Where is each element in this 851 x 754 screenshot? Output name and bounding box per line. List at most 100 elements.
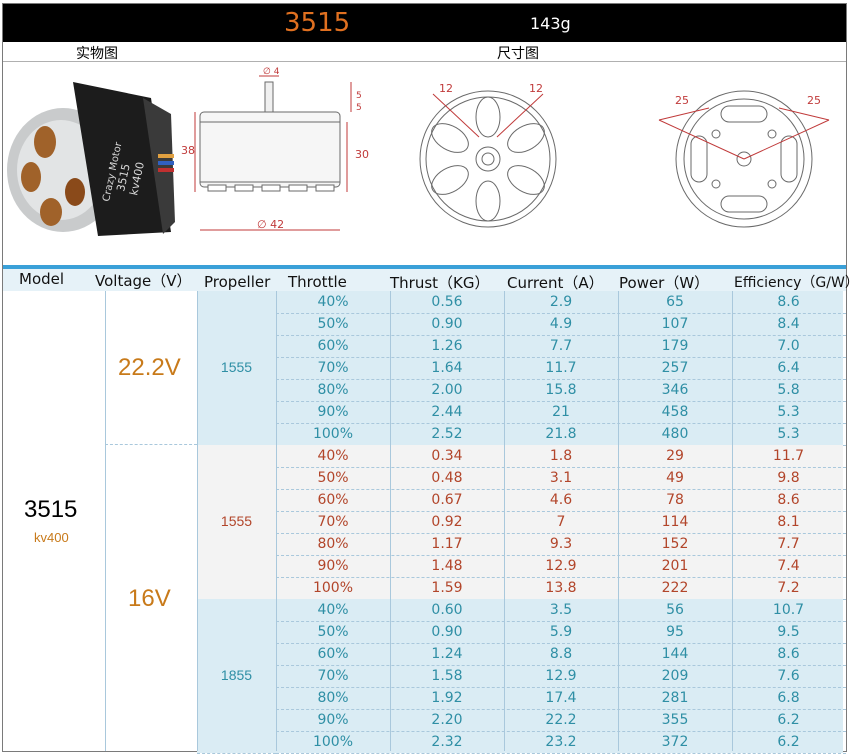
table-cell: 1.48: [431, 558, 463, 574]
table-cell: 13.8: [545, 580, 577, 596]
col-header-voltage: Voltage（V）: [95, 272, 192, 290]
voltage-label: 22.2V: [118, 354, 181, 381]
table-cell: 0.90: [431, 316, 463, 332]
column-divider: [618, 291, 619, 751]
row-divider: [276, 313, 846, 314]
dim-top-a: 5: [356, 91, 362, 101]
table-cell: 8.6: [777, 492, 800, 508]
table-cell: 6.2: [777, 712, 800, 728]
table-cell: 222: [661, 580, 689, 596]
table-cell: 152: [661, 536, 689, 552]
table-cell: 7.2: [777, 580, 800, 596]
table-cell: 355: [661, 712, 689, 728]
front-view-drawing: [419, 90, 557, 228]
table-cell: 40%: [317, 294, 349, 310]
dim-diameter: ∅ 42: [257, 218, 284, 231]
table-cell: 372: [661, 734, 689, 750]
table-cell: 257: [661, 360, 689, 376]
column-divider: [504, 291, 505, 751]
row-divider: [276, 709, 846, 710]
dim-back-b: 25: [807, 94, 821, 107]
row-divider: [276, 665, 846, 666]
row-divider: [276, 357, 846, 358]
row-divider: [276, 511, 846, 512]
table-cell: 480: [661, 426, 689, 442]
table-cell: 15.8: [545, 382, 577, 398]
side-view-drawing: [194, 75, 352, 231]
table-cell: 1.59: [431, 580, 463, 596]
table-cell: 70%: [317, 360, 349, 376]
dim-back-a: 25: [675, 94, 689, 107]
table-cell: 40%: [317, 602, 349, 618]
table-header-band: [3, 269, 846, 291]
table-cell: 5.8: [777, 382, 800, 398]
table-cell: 21: [552, 404, 570, 420]
motor-photo: Crazy Motor 3515 kv400: [7, 82, 175, 236]
table-cell: 70%: [317, 514, 349, 530]
table-cell: 8.8: [549, 646, 573, 662]
table-cell: 100%: [312, 426, 354, 442]
table-cell: 1.58: [431, 668, 463, 684]
table-cell: 2.20: [431, 712, 463, 728]
table-cell: 3.5: [549, 602, 573, 618]
dim-front-a: 12: [439, 82, 453, 95]
table-cell: 78: [666, 492, 684, 508]
row-divider: [276, 687, 846, 688]
table-cell: 0.67: [431, 492, 463, 508]
table-cell: 6.4: [777, 360, 800, 376]
table-cell: 17.4: [545, 690, 577, 706]
row-divider: [276, 731, 846, 732]
table-cell: 1.24: [431, 646, 463, 662]
table-cell: 4.9: [549, 316, 573, 332]
motor-drawings: Crazy Motor 3515 kv400 ∅ 4 5 5: [7, 67, 830, 236]
table-cell: 11.7: [545, 360, 577, 376]
table-cell: 29: [666, 448, 684, 464]
table-cell: 50%: [317, 470, 349, 486]
table-cell: 80%: [317, 536, 349, 552]
column-divider: [276, 291, 277, 751]
propeller-label: 1555: [220, 513, 253, 529]
table-cell: 21.8: [545, 426, 577, 442]
table-cell: 5.3: [777, 426, 800, 442]
title-weight: 143g: [530, 14, 571, 33]
table-cell: 100%: [312, 734, 354, 750]
table-cell: 7.6: [777, 668, 800, 684]
row-divider: [276, 489, 846, 490]
table-cell: 50%: [317, 316, 349, 332]
table-cell: 60%: [317, 492, 349, 508]
section-divider: [3, 61, 846, 62]
table-cell: 60%: [317, 338, 349, 354]
table-cell: 70%: [317, 668, 349, 684]
table-cell: 7: [556, 514, 566, 530]
table-cell: 9.5: [777, 624, 800, 640]
dim-top-b: 5: [356, 103, 362, 113]
row-divider: [276, 401, 846, 402]
table-cell: 49: [666, 470, 684, 486]
table-cell: 8.6: [777, 294, 800, 310]
table-cell: 7.0: [777, 338, 800, 354]
dimension-label: 尺寸图: [497, 46, 539, 62]
table-cell: 10.7: [772, 602, 805, 618]
table-cell: 65: [666, 294, 684, 310]
table-cell: 8.6: [777, 646, 800, 662]
table-cell: 12.9: [545, 558, 577, 574]
table-cell: 458: [661, 404, 689, 420]
motor-model-text: 3515: [114, 163, 133, 193]
table-cell: 6.2: [777, 734, 800, 750]
row-divider: [276, 335, 846, 336]
photo-label: 实物图: [76, 46, 118, 62]
table-cell: 50%: [317, 624, 349, 640]
row-divider: [276, 467, 846, 468]
table-cell: 1.92: [431, 690, 463, 706]
col-header-propeller: Propeller: [204, 273, 271, 291]
table-cell: 0.90: [431, 624, 463, 640]
column-divider: [197, 291, 198, 751]
table-cell: 2.44: [431, 404, 463, 420]
table-cell: 7.7: [777, 536, 800, 552]
column-divider: [732, 291, 733, 751]
table-cell: 8.1: [777, 514, 800, 530]
model-number: 3515: [24, 496, 78, 523]
row-divider: [276, 379, 846, 380]
table-cell: 23.2: [545, 734, 577, 750]
group-background: [197, 291, 843, 445]
